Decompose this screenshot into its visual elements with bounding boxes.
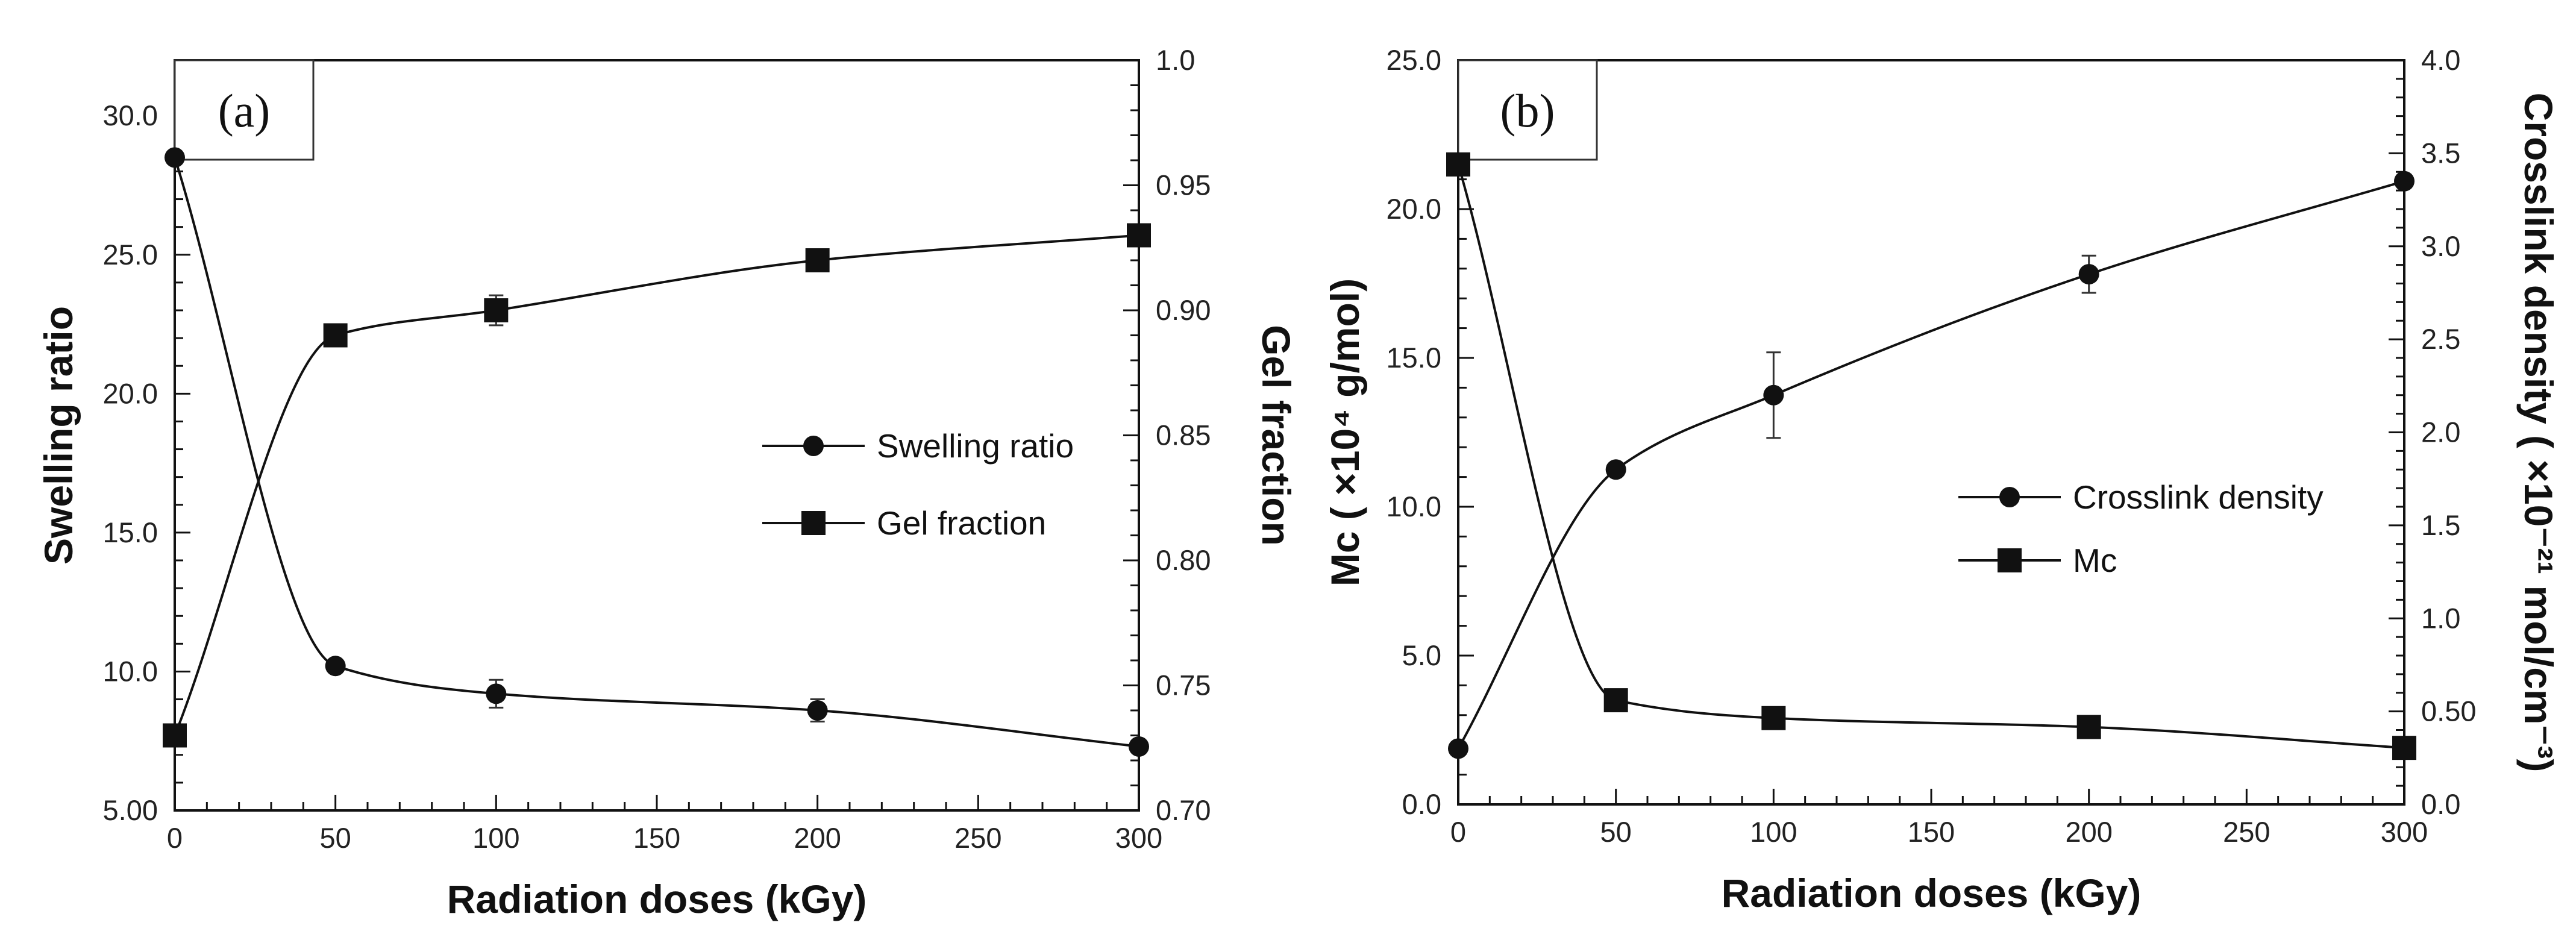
data-point (163, 723, 187, 748)
y-axis-label: Mc ( ×10⁴ g/mol) (1323, 278, 1367, 586)
legend-marker (801, 511, 826, 535)
y-tick-label: 0.0 (1402, 788, 1441, 820)
x-tick-label: 250 (2223, 816, 2270, 848)
y-tick-label: 25.0 (103, 239, 158, 271)
chart-panel-a: 0 50 100 150 200 250 300 5.00 10.0 15.0 20.0 25.0 30… (36, 44, 1299, 921)
data-point (805, 248, 830, 272)
x-axis-label: Radiation doses (kGy) (1722, 871, 2142, 915)
x-tick-label: 200 (2065, 816, 2112, 848)
data-point (1761, 706, 1786, 730)
x-tick-label: 300 (1115, 822, 1162, 854)
y-tick-label: 20.0 (103, 377, 158, 409)
y2-tick-label: 0.70 (1156, 794, 1211, 826)
data-point (484, 298, 509, 322)
y-tick-label: 10.0 (1387, 490, 1441, 522)
x-tick-label: 0 (167, 822, 183, 854)
data-point (807, 700, 828, 721)
data-point (1446, 152, 1470, 177)
y2-tick-label: 0.80 (1156, 544, 1211, 576)
data-point (325, 656, 346, 677)
y2-tick-label: 0.85 (1156, 419, 1211, 451)
legend-marker (803, 436, 824, 456)
y-tick-label: 15.0 (103, 516, 158, 548)
y2-tick-label: 0.0 (2421, 788, 2460, 820)
y2-tick-label: 1.5 (2421, 509, 2460, 541)
data-point (165, 147, 185, 168)
y2-tick-label: 0.90 (1156, 294, 1211, 326)
y-tick-label: 10.0 (103, 655, 158, 687)
y2-axis-label: Gel fraction (1254, 325, 1299, 546)
y2-tick-label: 3.5 (2421, 137, 2460, 169)
data-point (1127, 223, 1151, 248)
y-axis-label: Swelling ratio (36, 306, 81, 565)
x-tick-label: 200 (794, 822, 841, 854)
y-tick-label: 5.00 (103, 794, 158, 826)
panel-label: (b) (1500, 84, 1555, 137)
y2-tick-label: 0.95 (1156, 169, 1211, 201)
legend-label: Swelling ratio (877, 427, 1074, 465)
y2-tick-label: 1.0 (1156, 44, 1195, 76)
x-tick-label: 100 (472, 822, 519, 854)
series-line (1457, 164, 2405, 750)
y2-tick-label: 1.0 (2421, 602, 2460, 634)
series-gel-fraction (163, 223, 1151, 748)
x-axis-label: Radiation doses (kGy) (447, 877, 867, 921)
data-point (2078, 264, 2099, 285)
x-tick-label: 300 (2381, 816, 2428, 848)
y2-tick-label: 4.0 (2421, 44, 2460, 76)
series-mc (1446, 152, 2416, 760)
chart-panel-b: 0 50 100 150 200 250 3000.05.010.015.020.025.0… (1323, 44, 2561, 915)
y2-tick-label: 0.75 (1156, 669, 1211, 701)
data-point (1603, 688, 1628, 713)
data-point (2394, 171, 2415, 192)
y-tick-label: 5.0 (1402, 639, 1441, 671)
panel-label: (a) (218, 84, 271, 137)
data-point (2392, 736, 2416, 760)
legend-label: Gel fraction (877, 504, 1046, 542)
y2-tick-label: 2.5 (2421, 323, 2460, 355)
x-tick-label: 0 (1450, 816, 1466, 848)
series-crosslink-density (1448, 171, 2415, 759)
y-tick-label: 20.0 (1387, 193, 1441, 225)
x-tick-label: 50 (320, 822, 351, 854)
x-tick-label: 150 (1908, 816, 1955, 848)
legend-marker (1999, 487, 2020, 507)
x-tick-label: 150 (633, 822, 680, 854)
x-tick-label: 250 (954, 822, 1001, 854)
data-point (1605, 459, 1626, 480)
y-tick-label: 25.0 (1387, 44, 1441, 76)
plot-frame (1457, 59, 2405, 806)
y2-axis-label: Crosslink density ( ×10⁻²¹ mol/cm⁻³) (2516, 93, 2561, 772)
data-point (1763, 384, 1784, 406)
panel-label-box (174, 59, 315, 161)
data-point (323, 323, 348, 348)
y2-tick-label: 2.0 (2421, 416, 2460, 448)
data-point (1129, 736, 1149, 757)
y2-tick-label: 3.0 (2421, 230, 2460, 262)
x-tick-label: 100 (1750, 816, 1797, 848)
legend-label: Crosslink density (2073, 478, 2324, 516)
panel-label-box (1457, 59, 1598, 161)
data-point (1448, 738, 1468, 759)
y2-tick-label: 0.50 (2421, 695, 2476, 727)
legend-marker (1998, 548, 2022, 572)
series-line (174, 234, 1139, 736)
series-swelling-ratio (165, 147, 1149, 757)
data-point (486, 683, 507, 704)
y-tick-label: 30.0 (103, 99, 158, 131)
x-tick-label: 50 (1600, 816, 1632, 848)
legend-label: Mc (2073, 542, 2117, 579)
y-tick-label: 15.0 (1387, 342, 1441, 374)
data-point (2076, 715, 2101, 739)
series-line (1457, 180, 2405, 750)
